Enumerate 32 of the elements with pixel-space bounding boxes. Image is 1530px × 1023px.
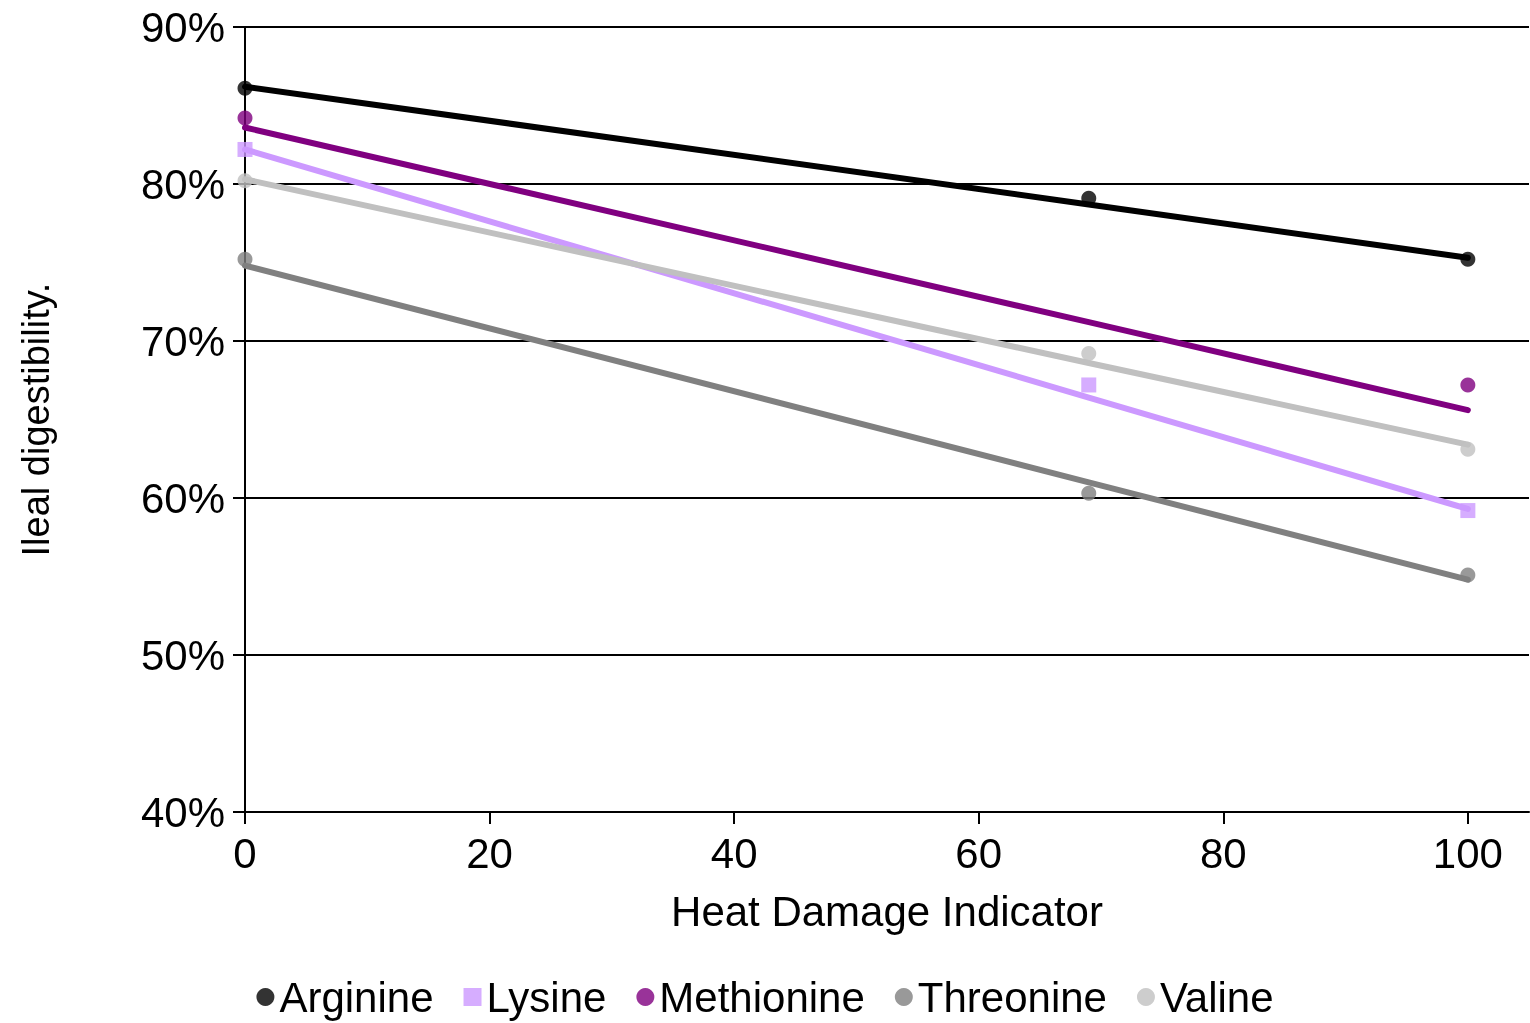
y-tick-label: 40% [140, 788, 225, 836]
point [1081, 346, 1097, 362]
x-tick-label: 40 [710, 829, 758, 877]
y-tick-label: 70% [140, 317, 225, 365]
legend-label: Lysine [486, 973, 607, 1021]
y-tick-label: 80% [140, 160, 225, 208]
legend-label: Valine [1159, 973, 1274, 1021]
x-tick-label: 100 [1432, 829, 1503, 877]
y-tick-label: 60% [140, 474, 225, 522]
legend-label: Threonine [917, 973, 1107, 1021]
x-axis-title: Heat Damage Indicator [671, 887, 1103, 935]
x-tick-label: 80 [1199, 829, 1247, 877]
x-tick-label: 0 [233, 829, 257, 877]
point [237, 110, 253, 126]
legend-label: Arginine [279, 973, 434, 1021]
point [1460, 377, 1476, 393]
x-tick-label: 60 [955, 829, 1003, 877]
y-tick-label: 90% [140, 3, 225, 51]
y-axis-title: Ileal digestibility. [15, 282, 57, 557]
point [237, 141, 253, 157]
point [237, 173, 253, 189]
legend-label: Methionine [659, 973, 865, 1021]
point [1460, 251, 1476, 267]
point [1460, 441, 1476, 457]
x-tick-label: 20 [466, 829, 513, 877]
point [1081, 377, 1097, 393]
point [237, 251, 253, 267]
point [1460, 503, 1476, 519]
y-tick-label: 50% [140, 631, 225, 679]
point [237, 80, 253, 96]
point [1460, 567, 1476, 583]
point [1081, 485, 1097, 501]
